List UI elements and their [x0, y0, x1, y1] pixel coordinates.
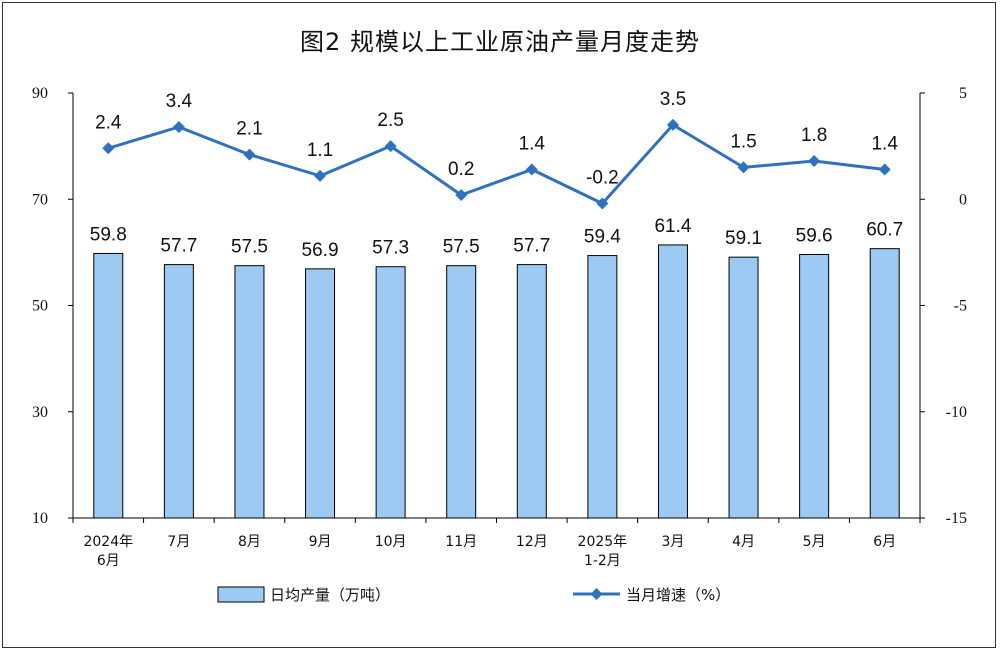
- growth-data-label: 1.1: [307, 140, 333, 161]
- growth-point: [878, 163, 891, 176]
- bar-data-label: 56.9: [302, 240, 339, 261]
- growth-data-label: 1.8: [801, 125, 827, 146]
- growth-data-label: 1.5: [730, 131, 756, 152]
- growth-data-label: 1.4: [871, 134, 898, 155]
- bar: [799, 254, 830, 519]
- growth-data-label: 3.5: [660, 89, 686, 110]
- legend-bar-swatch: [217, 586, 265, 603]
- bar-data-label: 59.4: [584, 227, 621, 248]
- growth-line: [107, 123, 885, 205]
- x-axis-category-label: 3月: [661, 534, 684, 550]
- bar: [516, 264, 547, 519]
- growth-point: [666, 118, 679, 131]
- left-axis-tick-label: 90: [32, 85, 48, 102]
- left-axis-tick-label: 10: [32, 510, 48, 527]
- growth-point: [243, 148, 256, 161]
- x-axis-category-label: 4月: [732, 534, 755, 550]
- bar: [305, 268, 336, 519]
- x-axis-category-label: 2024年: [83, 534, 133, 550]
- bar: [446, 265, 477, 519]
- growth-data-label: 2.5: [377, 110, 403, 131]
- right-axis-tick-label: -15: [946, 510, 967, 527]
- legend-bar-label: 日均产量（万吨）: [270, 586, 390, 604]
- growth-data-label: 1.4: [519, 134, 546, 155]
- legend-line-marker: [590, 588, 603, 600]
- growth-point: [455, 189, 468, 201]
- bar: [234, 265, 265, 519]
- growth-point: [102, 142, 115, 155]
- growth-data-label: 0.2: [448, 159, 474, 180]
- bar-data-label: 59.6: [796, 226, 833, 247]
- x-axis-category-label: 9月: [309, 534, 332, 550]
- bar: [728, 256, 759, 519]
- left-axis-tick-label: 30: [32, 404, 48, 421]
- growth-point: [384, 140, 397, 153]
- bar: [163, 264, 194, 519]
- growth-point: [808, 155, 821, 167]
- bar-data-label: 57.7: [160, 236, 197, 257]
- bar-data-label: 59.1: [725, 228, 762, 249]
- growth-point: [172, 121, 185, 133]
- x-axis-category-label: 10月: [375, 534, 407, 550]
- chart-title: 图2 规模以上工业原油产量月度走势: [300, 28, 700, 56]
- bar-data-label: 57.5: [231, 237, 268, 258]
- right-axis-tick-label: 0: [959, 191, 967, 208]
- bar: [587, 255, 618, 519]
- growth-point: [525, 163, 538, 176]
- bar-data-label: 61.4: [654, 216, 691, 237]
- growth-data-label: 2.1: [236, 119, 262, 140]
- legend-line-label: 当月增速（%）: [626, 586, 730, 604]
- x-axis-category-label: 2025年: [578, 534, 628, 550]
- right-axis-tick-label: -5: [954, 298, 967, 315]
- bar: [375, 266, 406, 519]
- growth-point: [596, 197, 609, 210]
- x-axis-category-label: 12月: [516, 534, 548, 550]
- bar-data-label: 60.7: [866, 220, 903, 241]
- x-axis-category-label: 1-2月: [584, 553, 621, 569]
- bar-data-label: 57.7: [513, 236, 550, 257]
- bar-data-label: 57.5: [443, 237, 480, 258]
- growth-point: [737, 161, 750, 174]
- x-axis-category-label: 7月: [167, 534, 190, 550]
- x-axis-category-label: 5月: [803, 534, 826, 550]
- growth-data-label: -0.2: [586, 168, 619, 189]
- right-axis-tick-label: -10: [946, 404, 967, 421]
- bar: [93, 252, 124, 519]
- left-axis-tick-label: 70: [32, 191, 48, 208]
- right-axis-tick-label: 5: [959, 85, 967, 102]
- bar-data-label: 59.8: [90, 224, 127, 245]
- left-axis-tick-label: 50: [32, 298, 48, 315]
- bar: [657, 244, 688, 519]
- x-axis-category-label: 11月: [445, 534, 477, 550]
- x-axis-category-label: 8月: [238, 534, 261, 550]
- growth-data-label: 2.4: [95, 112, 122, 133]
- bar-data-label: 57.3: [372, 238, 409, 259]
- bar: [869, 248, 900, 519]
- x-axis-category-label: 6月: [873, 534, 896, 550]
- growth-data-label: 3.4: [166, 91, 193, 112]
- x-axis-category-label: 6月: [97, 553, 120, 569]
- growth-point: [314, 169, 327, 182]
